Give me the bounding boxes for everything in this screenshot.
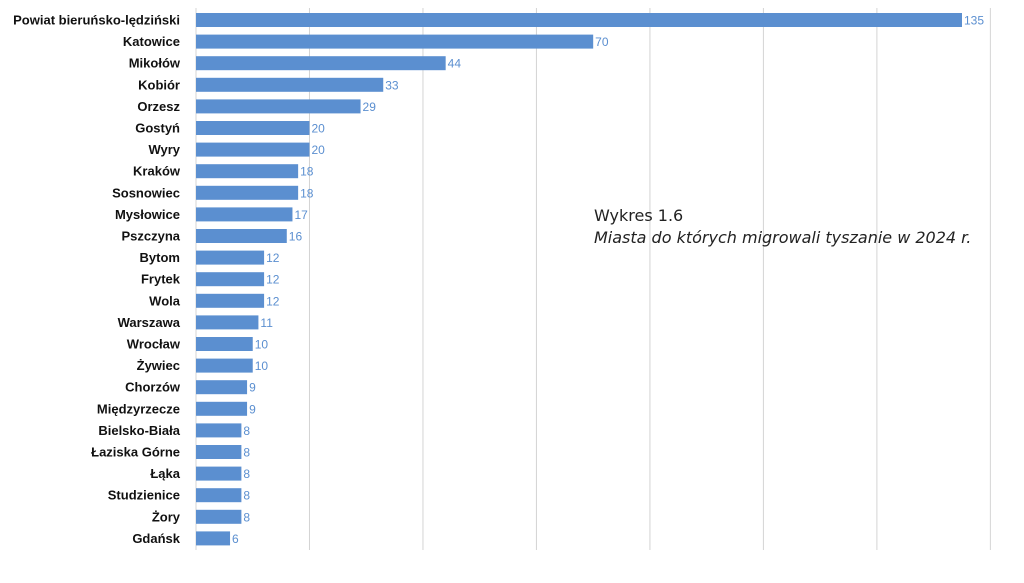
value-label: 6 <box>232 532 239 546</box>
category-label: Gostyń <box>135 121 180 136</box>
category-label: Żory <box>152 509 181 524</box>
value-label: 20 <box>311 122 325 136</box>
category-label: Bielsko-Biała <box>98 423 180 438</box>
category-labels: Powiat bieruńsko-lędziński Katowice Mikołó… <box>13 13 181 546</box>
chart-caption: Wykres 1.6 Miasta do których migrowali t… <box>594 205 971 249</box>
bar <box>196 401 248 416</box>
category-label: Sosnowiec <box>112 185 180 200</box>
value-label: 8 <box>243 424 250 438</box>
bar <box>196 423 242 438</box>
value-label: 12 <box>266 273 280 287</box>
category-label: Kraków <box>133 164 181 179</box>
value-label: 70 <box>595 35 609 49</box>
category-label: Wyry <box>148 142 180 157</box>
gridlines <box>195 8 991 550</box>
value-label: 18 <box>300 165 314 179</box>
category-label: Pszczyna <box>121 229 180 244</box>
category-label: Orzesz <box>137 99 180 114</box>
category-label: Międzyrzecze <box>97 401 180 416</box>
value-label: 29 <box>363 100 377 114</box>
bar <box>196 99 361 114</box>
caption-subtitle: Miasta do których migrowali tyszanie w 2… <box>594 228 972 247</box>
bars <box>196 13 962 546</box>
value-labels: 135 70 44 33 29 20 20 18 18 17 16 12 12 12 11 10 10 9 9 8 8 8… <box>232 14 984 546</box>
bar <box>196 380 248 395</box>
category-label: Wola <box>149 293 181 308</box>
value-label: 10 <box>255 359 269 373</box>
category-label: Mikołów <box>129 56 181 71</box>
bar <box>196 293 265 308</box>
bar <box>196 531 231 546</box>
category-label: Frytek <box>141 272 181 287</box>
bar <box>196 315 259 330</box>
bar <box>196 466 242 481</box>
value-label: 10 <box>255 338 269 352</box>
bar <box>196 337 253 351</box>
category-label: Bytom <box>140 250 180 265</box>
category-label: Warszawa <box>118 315 181 330</box>
value-label: 8 <box>243 510 250 524</box>
category-label: Żywiec <box>137 358 180 373</box>
bar <box>196 13 962 27</box>
value-label: 9 <box>249 402 256 416</box>
value-label: 8 <box>243 446 250 460</box>
category-label: Studzienice <box>108 488 180 503</box>
bar <box>196 207 293 222</box>
category-label: Gdańsk <box>132 531 180 546</box>
category-label: Chorzów <box>125 380 181 395</box>
bar <box>196 185 299 200</box>
bar <box>196 250 265 265</box>
bar <box>196 142 310 157</box>
value-label: 8 <box>243 489 250 503</box>
bar <box>196 445 242 459</box>
caption-title: Wykres 1.6 <box>594 206 684 225</box>
category-label: Powiat bieruńsko-lędziński <box>13 13 180 28</box>
category-label: Łaziska Górne <box>91 445 180 460</box>
bar <box>196 229 287 243</box>
value-label: 17 <box>294 208 308 222</box>
value-label: 20 <box>311 143 325 157</box>
value-label: 12 <box>266 251 280 265</box>
bar <box>196 121 310 135</box>
value-label: 12 <box>266 294 280 308</box>
bar <box>196 488 242 503</box>
value-label: 135 <box>964 14 984 28</box>
bar <box>196 272 265 287</box>
category-label: Mysłowice <box>115 207 180 222</box>
value-label: 11 <box>260 316 273 330</box>
value-label: 33 <box>385 78 399 92</box>
bar <box>196 358 253 373</box>
bar <box>196 509 242 524</box>
value-label: 16 <box>289 230 303 244</box>
category-label: Łąka <box>150 466 180 481</box>
bar <box>196 56 446 71</box>
value-label: 44 <box>448 57 462 71</box>
bar <box>196 164 299 179</box>
value-label: 8 <box>243 467 250 481</box>
category-label: Wrocław <box>127 337 181 352</box>
value-label: 9 <box>249 381 256 395</box>
bar <box>196 34 594 49</box>
category-label: Katowice <box>123 34 180 49</box>
value-label: 18 <box>300 186 314 200</box>
category-label: Kobiór <box>138 77 180 92</box>
bar <box>196 77 384 92</box>
